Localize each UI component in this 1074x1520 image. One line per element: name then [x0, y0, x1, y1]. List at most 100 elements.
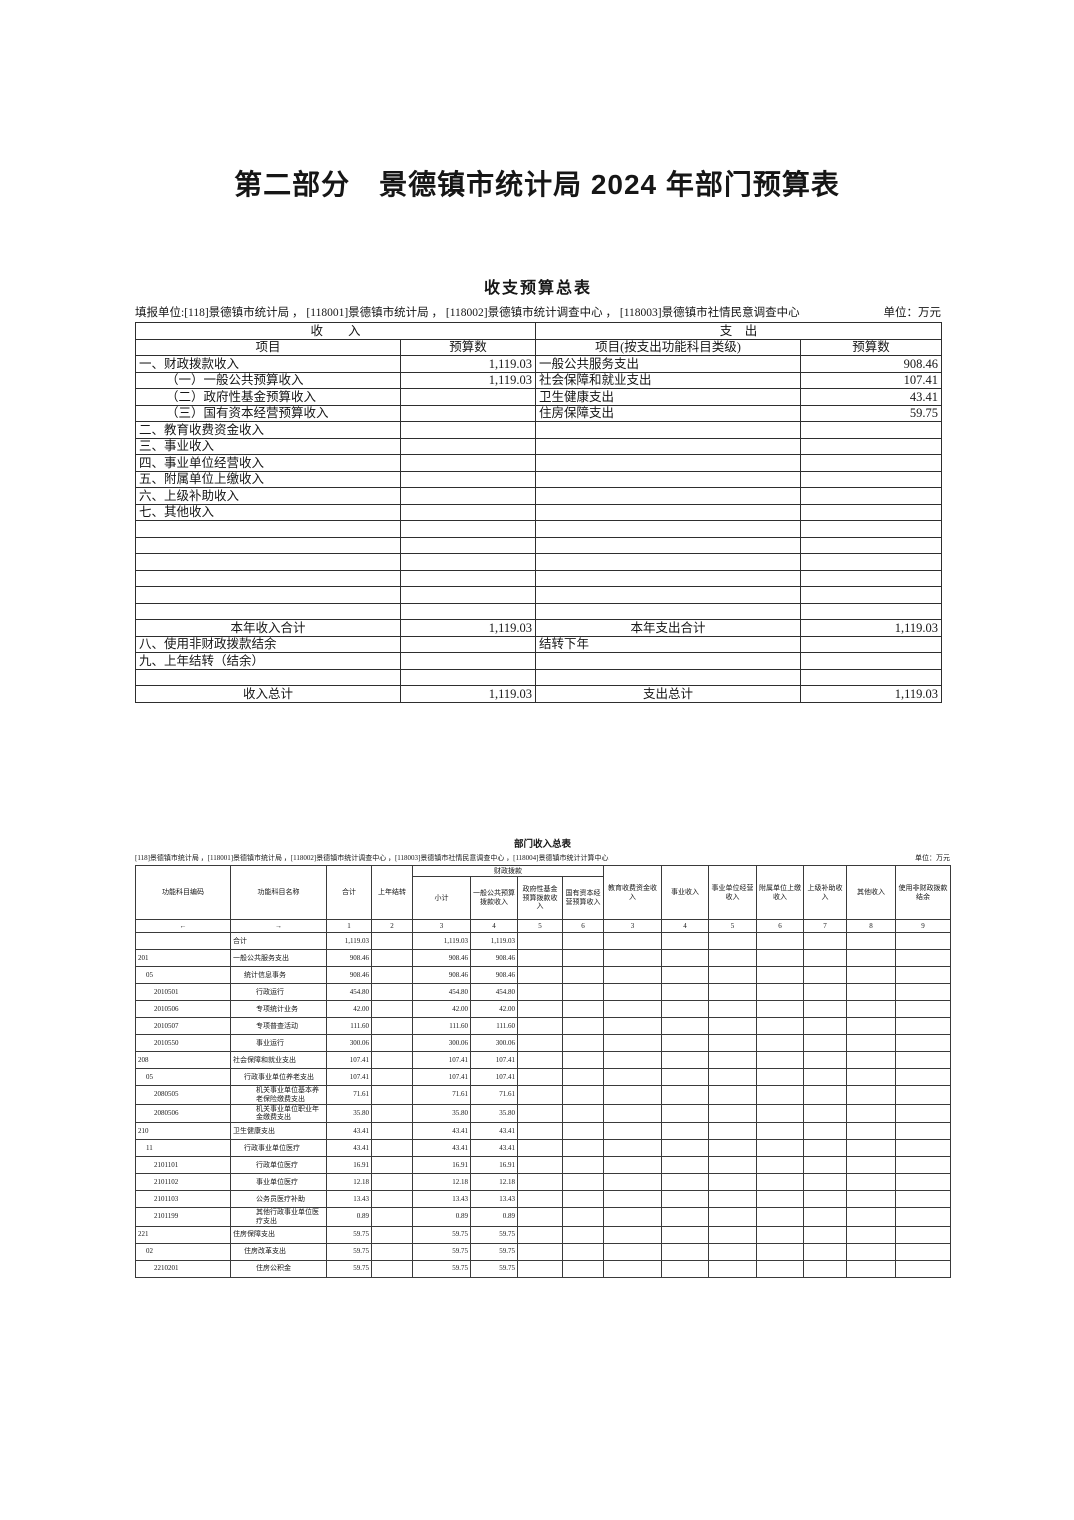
amount-cell	[603, 1259, 662, 1278]
summary-reporting-unit: 填报单位:[118]景德镇市统计局 ， [118001]景德镇市统计局 ， [1…	[135, 307, 800, 319]
amount-cell	[708, 1085, 757, 1105]
amount-cell	[517, 1190, 563, 1208]
expense-item-cell	[535, 487, 802, 505]
amount-cell	[603, 1017, 662, 1035]
amount-cell	[371, 949, 413, 967]
amount-cell	[603, 1122, 662, 1140]
amount-cell: 107.41	[412, 1051, 471, 1069]
amount-cell	[708, 1017, 757, 1035]
amount-cell	[708, 949, 757, 967]
summary-row: （二）政府性基金预算收入 卫生健康支出 43.41	[135, 388, 943, 406]
amount-cell	[708, 983, 757, 1001]
amount-cell	[661, 1259, 709, 1278]
subject-name-cell: 行政运行	[230, 983, 327, 1001]
subject-code-cell: 2101102	[135, 1173, 231, 1191]
income-amount-cell: 1,119.03	[399, 619, 537, 637]
amount-cell: 0.89	[470, 1207, 518, 1227]
amount-cell	[517, 1085, 563, 1105]
subject-code-cell: 05	[135, 966, 231, 984]
amount-cell	[846, 966, 896, 984]
amount-cell: 300.06	[326, 1034, 372, 1052]
amount-cell: 300.06	[412, 1034, 471, 1052]
column-number: 3	[603, 919, 662, 933]
subject-code-cell: 02	[135, 1242, 231, 1261]
amount-cell	[371, 1225, 413, 1244]
income-table-row: 05 行政事业单位养老支出 107.41 107.41 107.41	[135, 1068, 951, 1086]
amount-cell	[803, 1190, 847, 1208]
amount-cell	[371, 1139, 413, 1157]
amount-cell	[661, 1103, 709, 1123]
income-amount-cell	[399, 503, 537, 521]
income-table-row: 208 社会保障和就业支出 107.41 107.41 107.41	[135, 1051, 951, 1069]
amount-cell	[708, 1225, 757, 1244]
summary-unit-label: 单位：万元	[883, 307, 942, 319]
amount-cell: 107.41	[412, 1068, 471, 1086]
amount-cell	[803, 1156, 847, 1174]
income-item-cell: 八、使用非财政拨款结余	[135, 635, 401, 653]
expense-item-cell	[535, 536, 802, 554]
income-item-cell: 三、事业收入	[135, 437, 401, 455]
income-amount-cell	[399, 668, 537, 686]
amount-cell	[803, 932, 847, 950]
amount-cell	[895, 932, 951, 950]
amount-cell	[517, 949, 563, 967]
amount-cell	[708, 1190, 757, 1208]
amount-cell: 43.41	[412, 1122, 471, 1140]
subject-code-cell: 2101103	[135, 1190, 231, 1208]
amount-cell	[803, 1068, 847, 1086]
income-amount-cell: 1,119.03	[399, 371, 537, 389]
amount-cell	[895, 1085, 951, 1105]
amount-cell	[517, 1156, 563, 1174]
subject-code-cell: 2010550	[135, 1034, 231, 1052]
amount-cell	[371, 1051, 413, 1069]
amount-cell	[895, 1068, 951, 1086]
income-amount-cell	[399, 635, 537, 653]
amount-cell	[803, 983, 847, 1001]
income-item-cell: （一）一般公共预算收入	[135, 371, 401, 389]
amount-cell: 43.41	[326, 1122, 372, 1140]
income-table-section: 部门收入总表 [118]景德镇市统计局 ，[118001]景德镇市统计局 ，[1…	[135, 836, 951, 1278]
income-amount-cell	[399, 437, 537, 455]
income-table-row: 221 住房保障支出 59.75 59.75 59.75	[135, 1225, 951, 1244]
amount-cell: 59.75	[412, 1225, 471, 1244]
amount-cell: 908.46	[412, 949, 471, 967]
amount-cell	[517, 1122, 563, 1140]
amount-cell: 43.41	[470, 1139, 518, 1157]
amount-cell	[708, 1139, 757, 1157]
income-table-row: 2101101 行政单位医疗 16.91 16.91 16.91	[135, 1156, 951, 1174]
summary-row: 一、财政拨款收入 1,119.03 一般公共服务支出 908.46	[135, 355, 943, 373]
amount-cell	[803, 1173, 847, 1191]
amount-cell	[562, 1122, 604, 1140]
amount-cell	[756, 1017, 804, 1035]
amount-cell	[756, 1034, 804, 1052]
subject-name-cell: 行政事业单位养老支出	[230, 1068, 327, 1086]
income-table-row: 2101103 公务员医疗补助 13.43 13.43 13.43	[135, 1190, 951, 1208]
expense-item-cell	[535, 553, 802, 571]
subject-code-cell: 2010501	[135, 983, 231, 1001]
expense-amount-cell	[800, 421, 943, 439]
amount-cell	[562, 1225, 604, 1244]
column-number: →	[230, 919, 327, 933]
column-number: 9	[895, 919, 951, 933]
col-header-fiscal-group: 财政拨款	[412, 865, 604, 877]
amount-cell: 59.75	[326, 1259, 372, 1278]
amount-cell: 454.80	[326, 983, 372, 1001]
amount-cell: 16.91	[470, 1156, 518, 1174]
amount-cell	[603, 1139, 662, 1157]
amount-cell	[756, 1122, 804, 1140]
subject-name-cell: 事业单位医疗	[230, 1173, 327, 1191]
summary-row	[135, 536, 943, 554]
col-header-fk-general: 一般公共预算拨款收入	[470, 876, 518, 920]
amount-cell	[517, 1034, 563, 1052]
income-item-cell	[135, 569, 401, 587]
amount-cell	[895, 1156, 951, 1174]
amount-cell	[603, 983, 662, 1001]
amount-cell	[895, 1000, 951, 1018]
amount-cell	[756, 1139, 804, 1157]
amount-cell	[803, 966, 847, 984]
income-item-cell: 一、财政拨款收入	[135, 355, 401, 373]
amount-cell	[661, 1068, 709, 1086]
amount-cell	[846, 1000, 896, 1018]
expense-amount-cell	[800, 553, 943, 571]
summary-row: 收入总计 1,119.03 支出总计 1,119.03	[135, 685, 943, 703]
